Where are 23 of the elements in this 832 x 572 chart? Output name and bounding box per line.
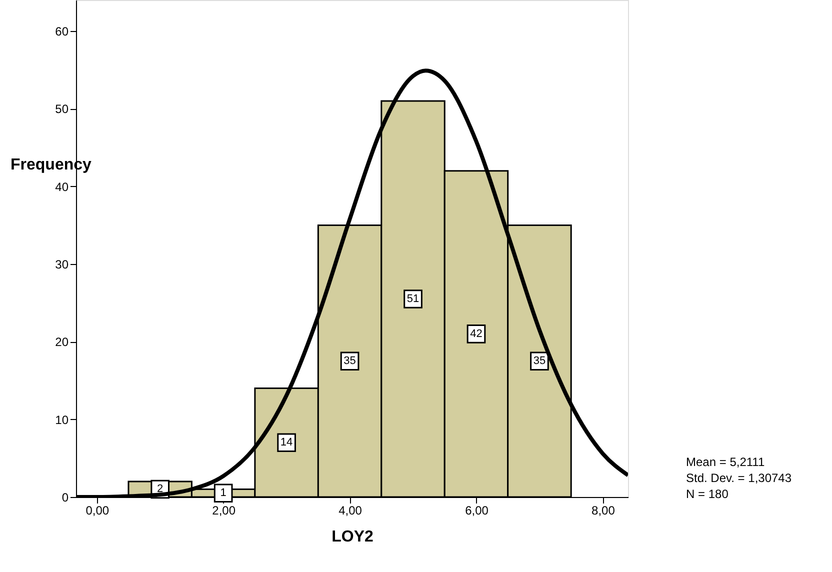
y-tick-label: 10 xyxy=(55,412,69,427)
data-label: 51 xyxy=(406,292,420,305)
data-label: 2 xyxy=(157,483,164,496)
text: Mean = 5,2111 xyxy=(686,455,765,469)
x-axis-title: LOY2 xyxy=(332,528,374,546)
y-tick-label: 50 xyxy=(55,102,69,116)
data-label: 35 xyxy=(344,355,356,368)
data-label: 14 xyxy=(280,436,293,449)
data-label: 42 xyxy=(470,328,482,340)
x-tick-label: 4,00 xyxy=(338,504,362,518)
text: N = 180 xyxy=(686,487,729,501)
data-label: 35 xyxy=(533,355,546,368)
x-tick-label: 6,00 xyxy=(465,504,489,518)
x-tick-label: 8,00 xyxy=(592,504,616,518)
text: Std. Dev. = 1,30743 xyxy=(686,471,792,485)
y-tick-label: 40 xyxy=(55,180,69,194)
y-tick-label: 0 xyxy=(62,490,69,504)
data-label: 1 xyxy=(220,487,226,500)
y-tick-label: 30 xyxy=(55,258,69,272)
x-tick-label: 0,00 xyxy=(86,504,110,518)
x-tick-label: 2,00 xyxy=(212,504,236,518)
y-tick-label: 20 xyxy=(55,335,69,350)
y-tick-label: 60 xyxy=(55,24,69,39)
